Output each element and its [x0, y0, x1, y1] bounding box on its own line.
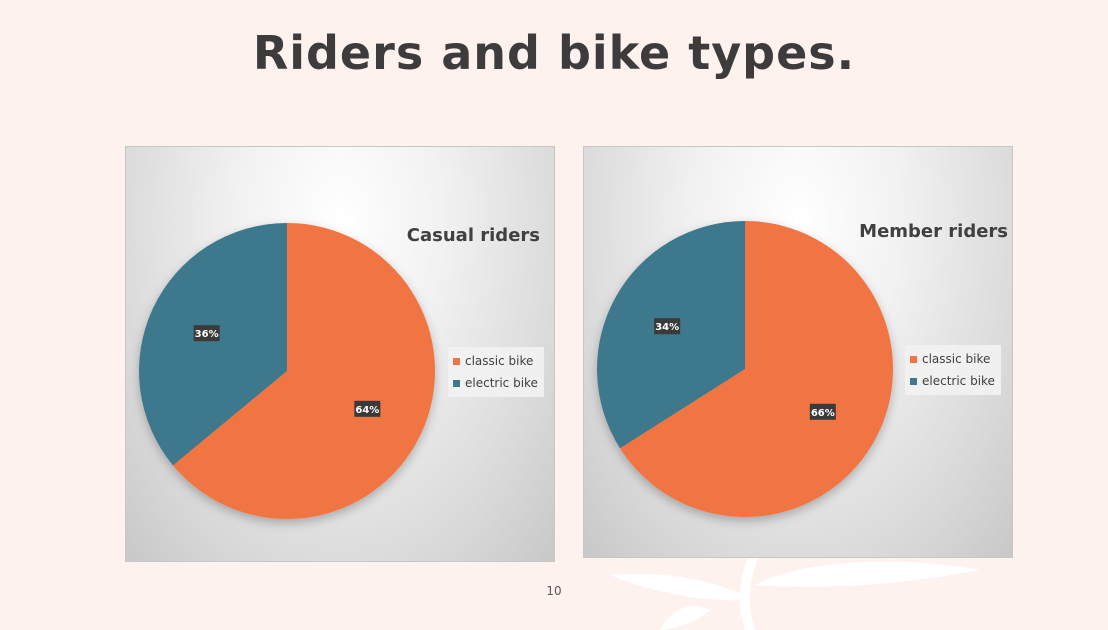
legend-item-electric-bike: electric bike	[453, 372, 538, 394]
pie-member	[597, 221, 893, 517]
pie-casual	[139, 223, 435, 519]
page-number: 10	[546, 584, 562, 598]
legend-item-electric-bike: electric bike	[910, 370, 995, 392]
data-label-box	[654, 318, 681, 335]
chart-title: Member riders	[859, 221, 1008, 242]
data-label-text: 66%	[811, 408, 835, 419]
legend-item-classic-bike: classic bike	[910, 348, 995, 370]
chart-casual-riders: 64% 36% Casual riders classic bike electr…	[125, 146, 555, 562]
data-label: 36%	[193, 325, 220, 342]
legend-label: classic bike	[465, 354, 534, 368]
legend-item-classic-bike: classic bike	[453, 350, 538, 372]
chart-legend: classic bike electric bike	[448, 347, 544, 397]
pie-casual-svg: 64% 36%	[139, 223, 435, 519]
pie-slice-electric-bike	[139, 223, 287, 466]
chart-title: Casual riders	[406, 225, 540, 246]
data-label-text: 34%	[655, 322, 679, 333]
legend-swatch-classic	[453, 357, 460, 365]
pie-slice-electric-bike	[597, 221, 745, 449]
legend-swatch-classic	[910, 355, 917, 363]
slide-title: Riders and bike types.	[252, 26, 856, 80]
data-label-text: 36%	[195, 329, 219, 340]
data-label-box	[193, 325, 220, 342]
data-label-text: 64%	[355, 405, 379, 416]
data-label: 66%	[809, 403, 836, 420]
pie-slice-classic-bike	[620, 221, 893, 517]
legend-label: classic bike	[922, 352, 991, 366]
data-label: 64%	[354, 400, 381, 417]
legend-swatch-electric	[910, 377, 917, 385]
pie-member-svg: 66% 34%	[597, 221, 893, 517]
legend-label: electric bike	[465, 376, 538, 390]
data-label-box	[809, 403, 836, 420]
chart-member-riders: 66% 34% Member riders classic bike electr…	[583, 146, 1013, 558]
pie-slice-classic-bike	[172, 223, 435, 519]
data-label: 34%	[654, 318, 681, 335]
legend-label: electric bike	[922, 374, 995, 388]
chart-legend: classic bike electric bike	[905, 345, 1001, 395]
data-label-box	[354, 400, 381, 417]
legend-swatch-electric	[453, 379, 460, 387]
